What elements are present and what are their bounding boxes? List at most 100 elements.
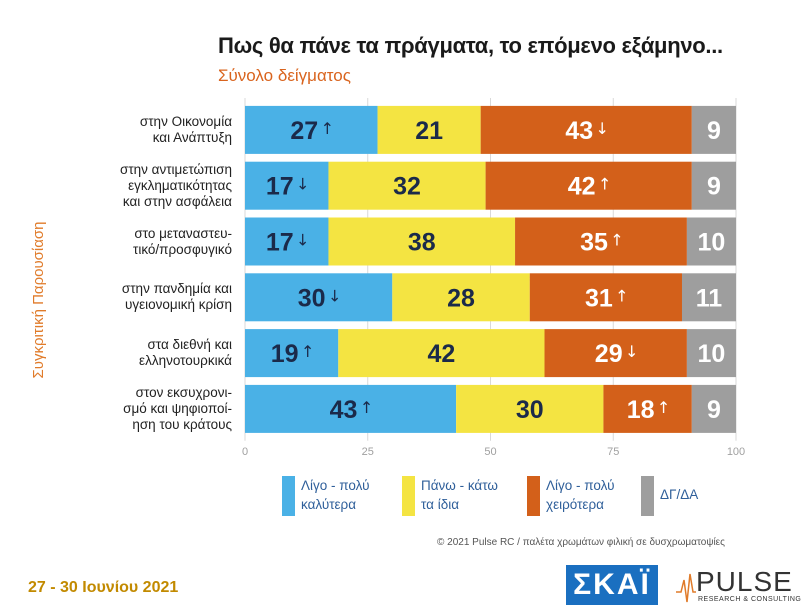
category-label: στην πανδημία και υγειονομική κρίση xyxy=(4,281,232,313)
legend-label-line: χειρότερα xyxy=(546,497,604,512)
bar-segment xyxy=(544,329,687,378)
bar-segment xyxy=(686,217,736,266)
data-label: 10 xyxy=(698,340,726,368)
credit-text: © 2021 Pulse RC / παλέτα χρωμάτων φιλική… xyxy=(437,537,725,548)
legend-swatch xyxy=(402,476,415,516)
legend-label: Λίγο - πολύ χειρότερα xyxy=(546,476,614,514)
bar-segment xyxy=(245,384,457,433)
arrow-up-icon: ↑ xyxy=(657,398,670,417)
data-label: 9 xyxy=(707,396,721,424)
x-tick-label: 25 xyxy=(362,446,374,458)
category-label-line: και Ανάπτυξη xyxy=(152,129,232,145)
pulse-wave-icon xyxy=(676,573,696,603)
legend-item-worse: Λίγο - πολύ χειρότερα xyxy=(527,476,614,516)
bar-segment xyxy=(245,105,378,154)
data-label: 42 xyxy=(568,173,596,201)
category-label: στην Οικονομία και Ανάπτυξη xyxy=(4,114,232,146)
legend-swatch xyxy=(282,476,295,516)
legend-item-same: Πάνω - κάτω τα ίδια xyxy=(402,476,498,516)
arrow-down-icon: ↓ xyxy=(625,342,638,361)
legend-label-line: τα ίδια xyxy=(421,497,460,512)
data-label: 19 xyxy=(271,340,299,368)
category-label-line: και στην ασφάλεια xyxy=(122,193,232,209)
legend-item-better: Λίγο - πολύ καλύτερα xyxy=(282,476,369,516)
legend-swatch xyxy=(641,476,654,516)
x-tick-label: 50 xyxy=(484,446,496,458)
category-label-line: στο μεταναστευ- xyxy=(134,225,232,241)
arrow-up-icon: ↑ xyxy=(360,398,373,417)
category-label-line: υγειονομική κρίση xyxy=(125,297,232,313)
arrow-up-icon: ↑ xyxy=(321,119,334,138)
category-label-line: στην αντιμετώπιση xyxy=(119,161,232,177)
arrow-down-icon: ↓ xyxy=(328,286,341,305)
data-label: 18 xyxy=(627,396,655,424)
legend-item-dk: ΔΓ/ΔΑ xyxy=(641,476,698,516)
legend-label: ΔΓ/ΔΑ xyxy=(660,476,698,504)
data-label: 42 xyxy=(427,340,455,368)
bar-segment xyxy=(338,329,545,378)
data-label: 43 xyxy=(330,396,358,424)
category-label-line: στην Οικονομία xyxy=(139,113,232,129)
category-label: στον εκσυχρονι-σμό και ψηφιοποί-ηση του … xyxy=(4,385,232,433)
category-label: στο μεταναστευ-τικό/προσφυγικό xyxy=(4,226,232,258)
category-label: στην αντιμετώπιση εγκληματικότητας και στη… xyxy=(4,162,232,210)
data-label: 9 xyxy=(707,117,721,145)
category-label: στα διεθνή και ελληνοτουρκικά xyxy=(4,337,232,369)
x-tick-label: 75 xyxy=(607,446,619,458)
data-label: 30 xyxy=(298,284,326,312)
bar-segment xyxy=(691,384,736,433)
bar-segment xyxy=(515,217,687,266)
arrow-up-icon: ↑ xyxy=(615,286,628,305)
bar-segment xyxy=(691,161,736,210)
bar-segment xyxy=(681,273,736,322)
category-label-line: στα διεθνή και xyxy=(147,337,232,353)
legend-label: Πάνω - κάτω τα ίδια xyxy=(421,476,498,514)
data-label: 21 xyxy=(415,117,443,145)
bar-segment xyxy=(456,384,604,433)
category-label-line: ελληνοτουρκικά xyxy=(139,353,232,369)
arrow-down-icon: ↓ xyxy=(596,119,609,138)
legend-label-line: καλύτερα xyxy=(301,497,357,512)
arrow-up-icon: ↑ xyxy=(610,231,623,250)
data-label: 38 xyxy=(408,229,436,257)
bar-segment xyxy=(691,105,736,154)
bar-segment xyxy=(686,329,736,378)
data-label: 27 xyxy=(290,117,318,145)
x-tick-label: 100 xyxy=(727,446,745,458)
legend-label-line: Λίγο - πολύ xyxy=(546,478,615,493)
category-label-line: στον εκσυχρονι- xyxy=(135,384,232,400)
legend-swatch xyxy=(527,476,540,516)
data-label: 17 xyxy=(266,173,294,201)
category-label-line: σμό και ψηφιοποί- xyxy=(123,400,232,416)
data-label: 11 xyxy=(696,284,723,312)
bar-segment xyxy=(392,273,530,322)
bar-segment xyxy=(245,161,329,210)
chart-subtitle: Σύνολο δείγματος xyxy=(218,66,351,85)
bar-segment xyxy=(485,161,692,210)
category-label-line: τικό/προσφυγικό xyxy=(133,241,232,257)
data-label: 31 xyxy=(585,284,613,312)
x-tick-label: 0 xyxy=(242,446,248,458)
data-label: 28 xyxy=(447,284,475,312)
bar-segment xyxy=(328,217,516,266)
data-label: 10 xyxy=(698,229,726,257)
category-label-line: εγκληματικότητας xyxy=(128,177,232,193)
arrow-up-icon: ↑ xyxy=(598,175,611,194)
arrow-up-icon: ↑ xyxy=(301,342,314,361)
bar-segment xyxy=(245,273,393,322)
bar-segment xyxy=(603,384,692,433)
data-label: 29 xyxy=(595,340,623,368)
pulse-logo: PULSE RESEARCH & CONSULTING xyxy=(676,566,802,608)
legend-label-line: Λίγο - πολύ xyxy=(301,478,370,493)
legend-label-line: Πάνω - κάτω xyxy=(421,478,498,493)
legend-label: Λίγο - πολύ καλύτερα xyxy=(301,476,369,514)
data-label: 32 xyxy=(393,173,421,201)
data-label: 30 xyxy=(516,396,544,424)
legend-label-line: ΔΓ/ΔΑ xyxy=(660,487,699,502)
bar-segment xyxy=(245,329,339,378)
bar-segment xyxy=(328,161,486,210)
bar-segment xyxy=(480,105,692,154)
skai-logo: ΣΚΑΪ xyxy=(566,565,658,605)
pulse-logo-word: PULSE xyxy=(696,566,793,597)
bar-segment xyxy=(529,273,682,322)
